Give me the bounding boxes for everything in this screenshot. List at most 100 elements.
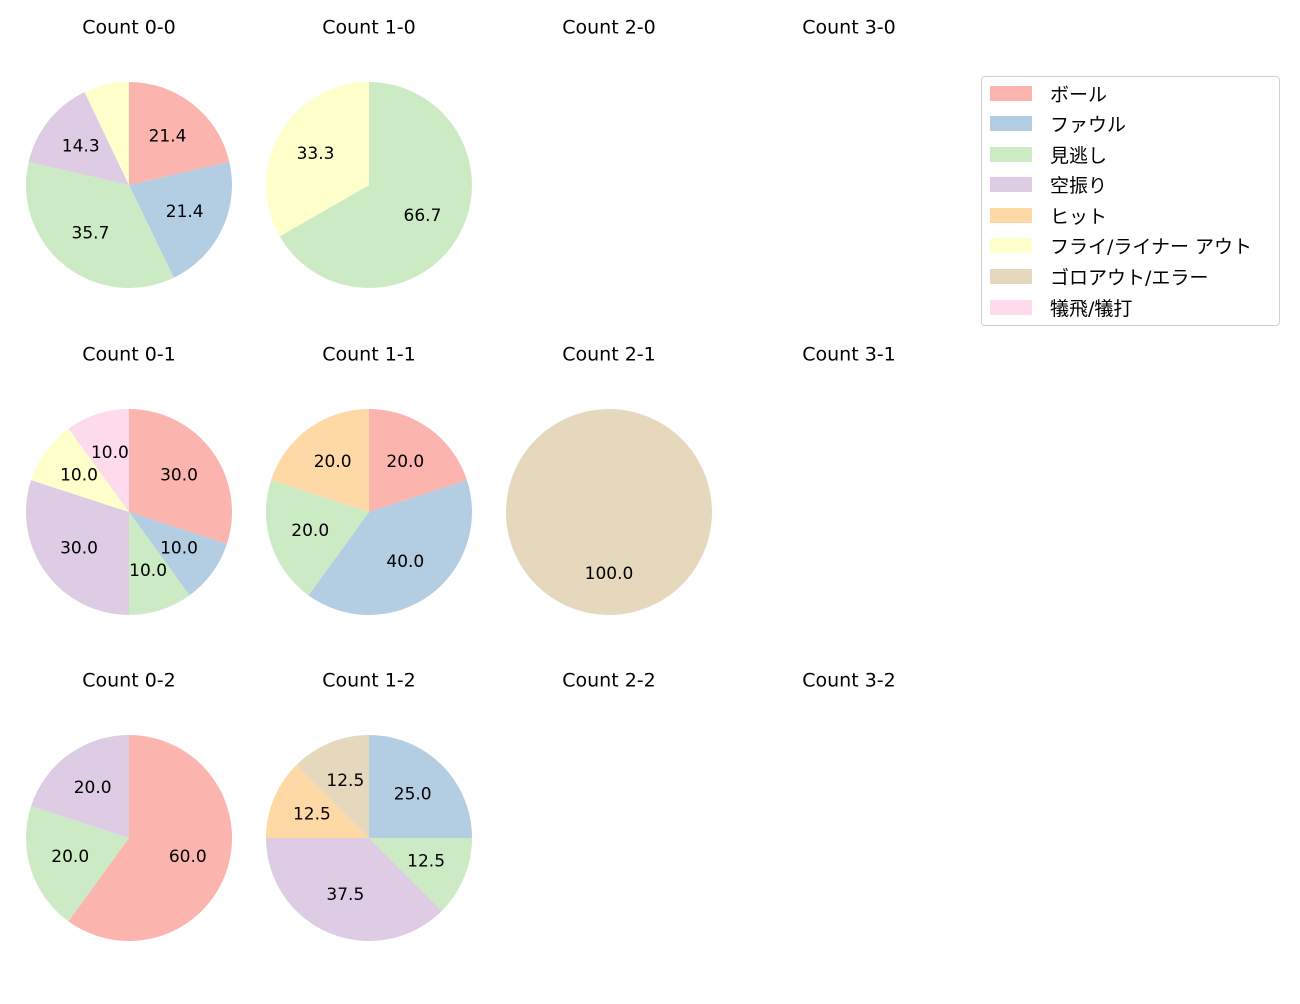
slice-label: 100.0 bbox=[585, 564, 634, 584]
pie-slice bbox=[308, 480, 472, 615]
pie-chart: Count 2-2 bbox=[562, 670, 656, 692]
slice-label: 10.0 bbox=[91, 443, 129, 463]
slice-label: 10.0 bbox=[160, 538, 198, 558]
pie-chart: Count 0-0 21.4 21.4 35.7 14.3 bbox=[25, 17, 232, 289]
legend-swatch bbox=[990, 268, 1032, 284]
legend: ボール ファウル 見逃し 空振り ヒット フライ/ライナー アウト ゴロアウト/… bbox=[981, 76, 1280, 326]
pie-slice bbox=[369, 838, 472, 911]
pie-slice bbox=[31, 735, 129, 838]
legend-label: ゴロアウト/エラー bbox=[1050, 266, 1209, 289]
pie-chart: Count 2-0 bbox=[562, 17, 656, 39]
slice-label: 30.0 bbox=[60, 538, 98, 558]
slice-label: 20.0 bbox=[386, 452, 424, 472]
pie-slice bbox=[26, 806, 130, 922]
pie-slice bbox=[129, 409, 232, 544]
pie-title: Count 2-2 bbox=[562, 670, 656, 692]
pie-title: Count 2-1 bbox=[562, 344, 656, 366]
legend-swatch bbox=[990, 146, 1032, 162]
legend-swatch bbox=[990, 85, 1032, 101]
pie-slice bbox=[68, 409, 129, 512]
slice-label: 66.7 bbox=[404, 206, 442, 226]
legend-label: 空振り bbox=[1050, 174, 1108, 197]
slice-label: 10.0 bbox=[60, 466, 98, 486]
slice-label: 20.0 bbox=[291, 521, 329, 541]
pie-chart: Count 2-1 100.0 bbox=[506, 344, 712, 615]
legend-label: フライ/ライナー アウト bbox=[1050, 235, 1253, 258]
legend-item: フライ/ライナー アウト bbox=[990, 234, 1253, 258]
legend-swatch bbox=[990, 176, 1032, 192]
legend-item: ゴロアウト/エラー bbox=[990, 265, 1209, 289]
pie-title: Count 3-0 bbox=[802, 17, 896, 39]
legend-item: 空振り bbox=[990, 173, 1108, 197]
pie-title: Count 0-2 bbox=[82, 670, 176, 692]
legend-swatch bbox=[990, 115, 1032, 131]
pie-chart: Count 1-0 66.7 33.3 bbox=[266, 17, 472, 288]
pie-title: Count 0-0 bbox=[82, 17, 176, 39]
pie-title: Count 0-1 bbox=[82, 344, 176, 366]
slice-label: 10.0 bbox=[129, 561, 167, 581]
slice-label: 25.0 bbox=[394, 784, 432, 804]
slice-label: 20.0 bbox=[314, 452, 352, 472]
pie-title: Count 1-2 bbox=[322, 670, 416, 692]
pie-chart: Count 3-2 bbox=[802, 670, 896, 692]
slice-label: 40.0 bbox=[386, 552, 424, 572]
slice-label: 14.3 bbox=[62, 136, 100, 156]
pie-title: Count 3-2 bbox=[802, 670, 896, 692]
pie-title: Count 1-1 bbox=[322, 344, 416, 366]
pie-slice bbox=[271, 409, 369, 512]
pie-title: Count 1-0 bbox=[322, 17, 416, 39]
legend-item: ファウル bbox=[990, 112, 1127, 136]
pie-slice bbox=[31, 428, 129, 512]
slice-label: 20.0 bbox=[51, 847, 89, 867]
pie-slice bbox=[28, 92, 130, 185]
slice-label: 21.4 bbox=[149, 127, 187, 147]
pie-slice bbox=[279, 82, 472, 288]
pie-slice bbox=[84, 82, 129, 185]
legend-label: ファウル bbox=[1050, 113, 1127, 136]
pie-slice bbox=[25, 162, 174, 289]
pie-slice bbox=[129, 512, 227, 596]
pie-chart: Count 0-1 30.0 10.0 10.0 30.0 10.0 10.0 bbox=[26, 344, 232, 615]
legend-swatch bbox=[990, 237, 1032, 253]
pie-slice bbox=[296, 735, 369, 838]
pie-slice bbox=[369, 409, 467, 512]
legend-label: 犠飛/犠打 bbox=[1050, 297, 1133, 320]
pie-chart: Count 0-2 60.0 20.0 20.0 bbox=[26, 670, 232, 941]
legend-label: ヒット bbox=[1050, 205, 1108, 228]
legend-label: ボール bbox=[1050, 83, 1108, 106]
pie-chart: Count 1-1 20.0 40.0 20.0 20.0 bbox=[266, 344, 472, 615]
pie-chart: Count 3-1 bbox=[802, 344, 896, 366]
pie-slice bbox=[266, 82, 369, 237]
legend-item: 見逃し bbox=[990, 143, 1108, 167]
slice-label: 12.5 bbox=[293, 804, 331, 824]
pie-slice bbox=[369, 735, 472, 838]
slice-label: 37.5 bbox=[326, 885, 364, 905]
pie-slice bbox=[68, 735, 232, 941]
slice-label: 35.7 bbox=[72, 223, 110, 243]
pie-slice bbox=[266, 765, 369, 838]
legend-item: ボール bbox=[990, 82, 1108, 106]
pie-slice bbox=[129, 82, 230, 185]
slice-label: 33.3 bbox=[297, 144, 335, 164]
pie-chart: Count 3-0 bbox=[802, 17, 896, 39]
pie-slice bbox=[26, 480, 129, 615]
slice-label: 60.0 bbox=[169, 847, 207, 867]
legend-label: 見逃し bbox=[1050, 144, 1108, 167]
pie-slice bbox=[506, 409, 712, 615]
slice-label: 12.5 bbox=[407, 852, 445, 872]
legend-swatch bbox=[990, 299, 1032, 315]
slice-label: 21.4 bbox=[166, 202, 204, 222]
legend-item: 犠飛/犠打 bbox=[990, 296, 1133, 320]
pie-slice bbox=[129, 162, 232, 278]
pie-slice bbox=[129, 512, 190, 615]
pie-chart: Count 1-2 25.0 12.5 37.5 12.5 12.5 bbox=[266, 670, 472, 941]
slice-label: 20.0 bbox=[74, 778, 112, 798]
slice-label: 30.0 bbox=[160, 466, 198, 486]
pie-title: Count 2-0 bbox=[562, 17, 656, 39]
legend-swatch bbox=[990, 207, 1032, 223]
slice-label: 12.5 bbox=[326, 771, 364, 791]
pie-slice bbox=[266, 480, 369, 596]
pie-title: Count 3-1 bbox=[802, 344, 896, 366]
